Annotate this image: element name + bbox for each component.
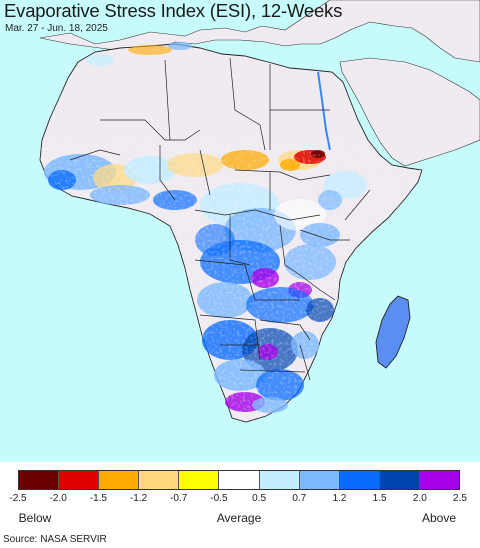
legend-swatch [19, 471, 60, 489]
legend-tick-label: 2.0 [412, 493, 427, 504]
legend-average-label: Average [216, 511, 262, 525]
legend-tick-label: -2.5 [9, 493, 27, 504]
esi-map: Evaporative Stress Index (ESI), 12-Weeks… [0, 0, 480, 462]
legend-swatch [99, 471, 140, 489]
legend-swatch [419, 471, 460, 489]
legend-swatch [59, 471, 100, 489]
legend-above-label: Above [421, 511, 457, 525]
legend-tick-label: 1.5 [372, 493, 387, 504]
legend-swatch [379, 471, 420, 489]
legend-swatch [299, 471, 340, 489]
legend-swatch [139, 471, 180, 489]
speckle-texture [40, 140, 422, 422]
legend-below-label: Below [18, 511, 52, 525]
legend-tick-label: -1.5 [89, 493, 107, 504]
legend-tick-label: -0.5 [210, 493, 228, 504]
legend-swatch [339, 471, 380, 489]
map-subtitle: Mar. 27 - Jun. 18, 2025 [5, 23, 108, 34]
legend-tick-label: 2.5 [453, 493, 467, 504]
legend-swatch [259, 471, 300, 489]
country-borders [69, 57, 371, 381]
africa-map-svg [39, 0, 480, 423]
legend-tick-label: -2.0 [49, 493, 67, 504]
legend-swatch [219, 471, 260, 489]
source-credit: Source: NASA SERVIR [3, 534, 107, 545]
legend-color-bar [18, 470, 460, 490]
madagascar [375, 295, 411, 369]
legend-tick-label: -0.7 [170, 493, 188, 504]
legend-tick-label: 1.2 [332, 493, 347, 504]
arabian-peninsula [339, 57, 480, 167]
legend-tick-label: 0.5 [252, 493, 267, 504]
legend-swatch [179, 471, 220, 489]
map-title: Evaporative Stress Index (ESI), 12-Weeks [4, 0, 343, 21]
legend-tick-label: -1.2 [129, 493, 148, 504]
legend-tick-label: 0.7 [292, 493, 307, 504]
